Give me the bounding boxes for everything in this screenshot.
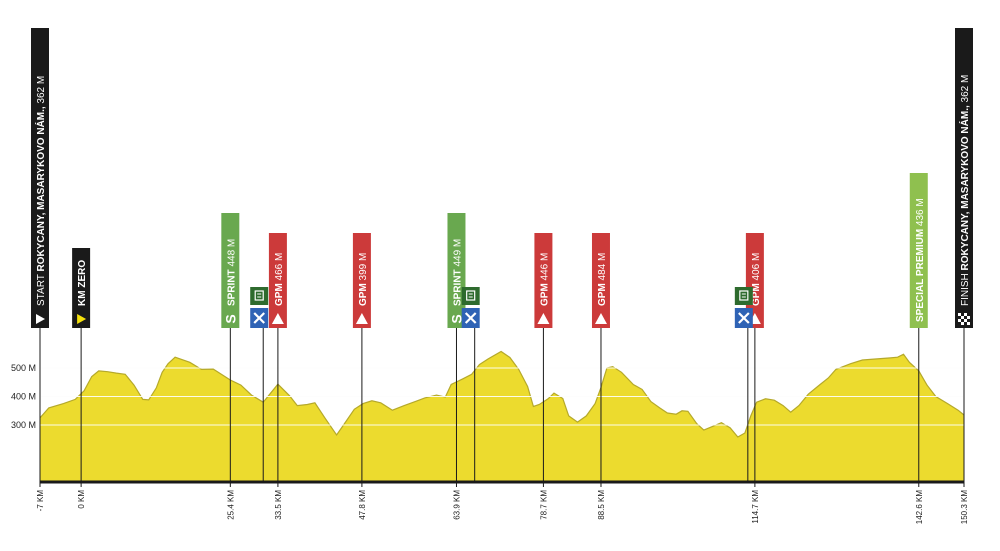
service-point bbox=[734, 287, 753, 482]
marker-box bbox=[955, 28, 973, 328]
marker-finish: FINISH ROKYCANY, MASARYKOVO NÁM., 362 M bbox=[955, 28, 973, 328]
play-icon bbox=[36, 314, 45, 324]
y-tick-label: 500 M bbox=[11, 363, 36, 373]
tools-icon bbox=[250, 308, 269, 328]
play-icon-yellow bbox=[77, 314, 87, 324]
marker-sprint: S SPRINT 448 M bbox=[221, 213, 240, 328]
marker-gpm: GPM 484 M bbox=[591, 233, 610, 328]
marker-label: GPM 399 M bbox=[358, 253, 369, 306]
feed-zone-icon bbox=[250, 287, 269, 305]
marker-label: FINISH ROKYCANY, MASARYKOVO NÁM., 362 M bbox=[958, 75, 971, 306]
marker-box bbox=[534, 233, 553, 328]
y-tick-label: 400 M bbox=[11, 392, 36, 402]
marker-label: KM ZERO bbox=[77, 260, 88, 306]
marker-box bbox=[909, 173, 928, 328]
marker-box bbox=[221, 213, 240, 328]
marker-label: SPRINT 449 M bbox=[452, 239, 463, 306]
marker-label: GPM 466 M bbox=[274, 253, 285, 306]
elevation-fill bbox=[40, 351, 964, 482]
x-tick-label: 150.3 KM bbox=[960, 490, 969, 525]
marker-gpm: GPM 399 M bbox=[352, 233, 371, 328]
marker-box bbox=[72, 248, 91, 328]
y-axis: 300 M 400 M 500 M bbox=[11, 363, 36, 430]
marker-sprint: S SPRINT 449 M bbox=[447, 213, 466, 328]
tools-icon bbox=[461, 308, 480, 328]
x-tick-label: 142.6 KM bbox=[915, 490, 924, 525]
tools-icon bbox=[734, 308, 753, 328]
mountain-icon bbox=[355, 313, 368, 324]
sprint-s-icon: S bbox=[448, 314, 464, 323]
x-tick-label: 47.8 KM bbox=[358, 490, 367, 520]
markers: START ROKYCANY, MASARYKOVO NÁM., 362 M KM… bbox=[31, 28, 973, 328]
x-tick-label: 78.7 KM bbox=[539, 490, 548, 520]
sprint-s-icon: S bbox=[222, 314, 238, 323]
service-point bbox=[250, 287, 269, 482]
marker-label: SPECIAL PREMIUM 436 M bbox=[915, 198, 926, 322]
x-tick-label: 33.5 KM bbox=[274, 490, 283, 520]
mountain-icon bbox=[271, 313, 284, 324]
marker-label: GPM 406 M bbox=[751, 253, 762, 306]
feed-zone-icon bbox=[734, 287, 753, 305]
marker-label: START ROKYCANY, MASARYKOVO NÁM., 362 M bbox=[34, 76, 47, 306]
marker-km-zero: KM ZERO bbox=[72, 248, 91, 328]
marker-box bbox=[268, 233, 287, 328]
x-tick-label: -7 KM bbox=[36, 490, 45, 512]
x-tick-label: 0 KM bbox=[77, 490, 86, 509]
y-tick-label: 300 M bbox=[11, 420, 36, 430]
checkered-flag-icon bbox=[958, 313, 970, 325]
x-tick-label: 63.9 KM bbox=[452, 490, 461, 520]
marker-label: SPRINT 448 M bbox=[226, 239, 237, 306]
marker-box bbox=[447, 213, 466, 328]
x-tick-label: 114.7 KM bbox=[751, 490, 760, 524]
marker-special: SPECIAL PREMIUM 436 M bbox=[909, 173, 928, 328]
marker-label: GPM 446 M bbox=[539, 253, 550, 306]
service-points bbox=[250, 287, 753, 482]
mountain-icon bbox=[537, 313, 550, 324]
marker-gpm: GPM 466 M bbox=[268, 233, 287, 328]
marker-box bbox=[352, 233, 371, 328]
gridlines-over bbox=[40, 367, 964, 426]
marker-label: GPM 484 M bbox=[597, 253, 608, 306]
x-tick-label: 25.4 KM bbox=[226, 490, 235, 520]
elevation-outline bbox=[39, 350, 965, 438]
elevation-area bbox=[39, 350, 965, 482]
service-point bbox=[461, 287, 480, 482]
marker-gpm: GPM 446 M bbox=[534, 233, 553, 328]
marker-box bbox=[31, 28, 49, 328]
marker-start: START ROKYCANY, MASARYKOVO NÁM., 362 M bbox=[31, 28, 49, 328]
x-axis: -7 KM 0 KM 25.4 KM 33.5 KM 47.8 KM 63.9 KM 78.… bbox=[36, 482, 969, 524]
marker-lines bbox=[39, 328, 965, 482]
mountain-icon bbox=[594, 313, 607, 324]
x-tick-label: 88.5 KM bbox=[597, 490, 606, 520]
feed-zone-icon bbox=[461, 287, 480, 305]
marker-box bbox=[591, 233, 610, 328]
